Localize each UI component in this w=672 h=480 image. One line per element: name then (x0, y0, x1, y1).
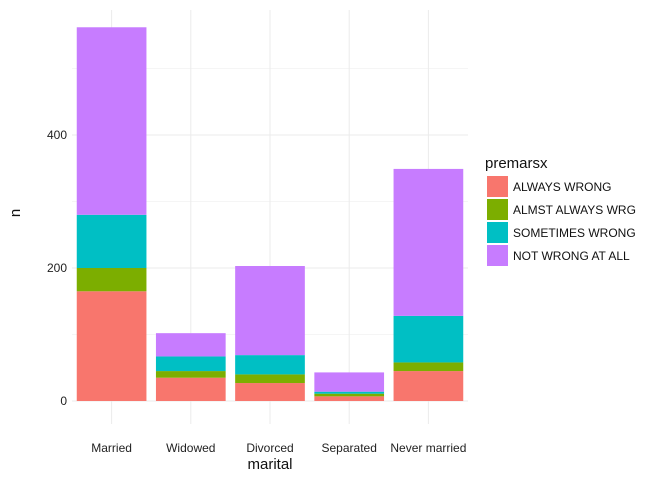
y-tick-label: 0 (60, 394, 67, 408)
bar-segment (76, 268, 147, 292)
bar-segment (235, 383, 305, 401)
y-axis-title: n (7, 209, 24, 217)
bar-segment (76, 27, 147, 215)
legend-label: ALMST ALWAYS WRG (513, 203, 636, 217)
bar-segment (314, 391, 385, 394)
bar-segment (76, 214, 147, 268)
bar-segment (393, 315, 464, 363)
x-tick-label: Married (91, 441, 132, 455)
bar-segment (235, 374, 305, 384)
bar-segment (393, 362, 464, 372)
bars (76, 27, 464, 401)
legend-label: ALWAYS WRONG (513, 180, 611, 194)
y-tick-label: 200 (47, 261, 67, 275)
bar-segment (314, 396, 385, 401)
x-tick-label: Separated (322, 441, 377, 455)
legend-key (487, 176, 508, 197)
y-axis-ticks: 0 200 400 (47, 128, 67, 408)
bar-segment (235, 355, 305, 375)
y-tick-label: 400 (47, 128, 67, 142)
legend-key (487, 199, 508, 220)
bar-segment (155, 377, 226, 401)
legend-title: premarsx (485, 155, 548, 172)
bar-segment (393, 168, 464, 316)
x-tick-label: Divorced (246, 441, 293, 455)
bar-segment (155, 371, 226, 378)
legend-label: NOT WRONG AT ALL (513, 249, 630, 263)
bar-segment (155, 356, 226, 372)
x-tick-label: Widowed (166, 441, 215, 455)
x-axis-ticks: Married Widowed Divorced Separated Never mar… (91, 441, 466, 455)
legend-label: SOMETIMES WRONG (513, 226, 636, 240)
bar-segment (235, 266, 305, 356)
legend: premarsx ALWAYS WRONG ALMST ALWAYS WRG SOM… (485, 155, 636, 266)
legend-key (487, 222, 508, 243)
bar-segment (76, 291, 147, 401)
legend-key (487, 245, 508, 266)
bar-segment (155, 333, 226, 357)
bar-segment (314, 393, 385, 397)
x-tick-label: Never married (390, 441, 466, 455)
x-axis-title: marital (247, 456, 292, 473)
bar-segment (393, 371, 464, 401)
bar-segment (314, 372, 385, 392)
